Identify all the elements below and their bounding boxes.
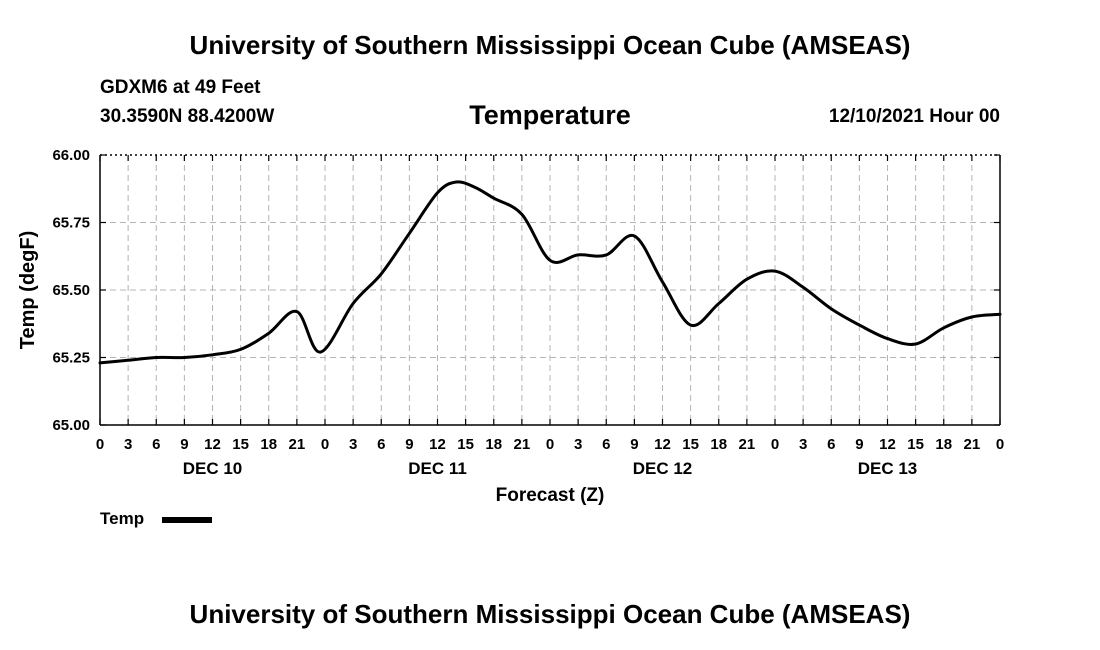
x-tick-label: 15 bbox=[457, 436, 474, 453]
legend-swatch-temp bbox=[162, 517, 212, 523]
coordinates-label: 30.3590N 88.4200W bbox=[100, 106, 275, 127]
x-tick-label: 0 bbox=[996, 436, 1004, 453]
x-tick-label: 0 bbox=[321, 436, 329, 453]
x-tick-label: 0 bbox=[771, 436, 779, 453]
x-tick-label: 3 bbox=[349, 436, 357, 453]
footer-title: University of Southern Mississippi Ocean… bbox=[189, 599, 911, 629]
x-tick-label: 9 bbox=[180, 436, 188, 453]
station-label: GDXM6 at 49 Feet bbox=[100, 77, 261, 98]
x-tick-label: 6 bbox=[602, 436, 610, 453]
grid-lines bbox=[100, 155, 1000, 425]
x-day-label: DEC 10 bbox=[183, 459, 243, 478]
x-tick-label: 21 bbox=[289, 436, 306, 453]
x-tick-label: 9 bbox=[855, 436, 863, 453]
x-tick-label: 0 bbox=[546, 436, 554, 453]
x-tick-label: 0 bbox=[96, 436, 104, 453]
axes bbox=[99, 154, 1001, 426]
y-tick-label: 65.75 bbox=[52, 215, 90, 232]
x-day-label: DEC 13 bbox=[858, 459, 918, 478]
datetime-label: 12/10/2021 Hour 00 bbox=[828, 106, 1000, 127]
x-tick-label: 21 bbox=[739, 436, 756, 453]
x-axis-label: Forecast (Z) bbox=[496, 485, 605, 506]
x-tick-label: 15 bbox=[682, 436, 699, 453]
series-layer bbox=[98, 180, 1002, 365]
y-tick-label: 65.00 bbox=[52, 417, 90, 434]
x-tick-label: 12 bbox=[879, 436, 896, 453]
x-tick-label: 12 bbox=[654, 436, 671, 453]
x-day-label: DEC 11 bbox=[408, 459, 467, 478]
y-tick-label: 65.25 bbox=[52, 350, 90, 367]
x-tick-label: 12 bbox=[429, 436, 446, 453]
x-tick-label: 9 bbox=[405, 436, 413, 453]
x-tick-label: 15 bbox=[907, 436, 924, 453]
x-tick-label: 18 bbox=[260, 436, 277, 453]
x-tick-label: 3 bbox=[124, 436, 132, 453]
x-day-label: DEC 12 bbox=[633, 459, 693, 478]
x-tick-label: 21 bbox=[964, 436, 981, 453]
variable-title: Temperature bbox=[469, 100, 631, 130]
x-tick-label: 3 bbox=[574, 436, 582, 453]
x-tick-label: 9 bbox=[630, 436, 638, 453]
x-tick-label: 6 bbox=[827, 436, 835, 453]
x-tick-label: 12 bbox=[204, 436, 221, 453]
x-tick-label: 18 bbox=[935, 436, 952, 453]
y-tick-label: 66.00 bbox=[52, 147, 90, 164]
axis-labels: Temp (degF) Forecast (Z) 0 3 6 9 12 15 18 21 0 3 6… bbox=[17, 147, 1004, 506]
series-line-temp bbox=[98, 180, 1002, 365]
x-tick-label: 15 bbox=[232, 436, 249, 453]
y-tick-label: 65.50 bbox=[52, 282, 90, 299]
x-tick-label: 3 bbox=[799, 436, 807, 453]
x-tick-label: 6 bbox=[377, 436, 385, 453]
x-tick-label: 6 bbox=[152, 436, 160, 453]
x-tick-label: 21 bbox=[514, 436, 531, 453]
y-axis-label: Temp (degF) bbox=[17, 231, 39, 350]
legend-label-temp: Temp bbox=[100, 509, 145, 528]
x-tick-label: 18 bbox=[710, 436, 727, 453]
x-tick-label: 18 bbox=[485, 436, 502, 453]
chart-title: University of Southern Mississippi Ocean… bbox=[189, 30, 911, 60]
